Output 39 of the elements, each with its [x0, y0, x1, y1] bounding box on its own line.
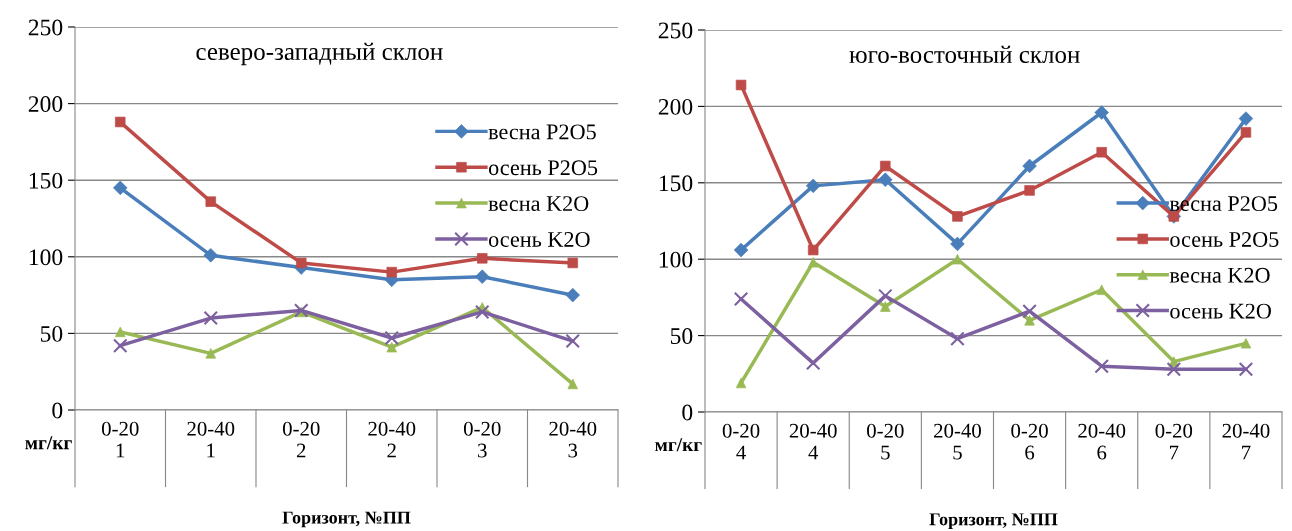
y-tick-label: 200 — [658, 98, 693, 115]
y-tick-label: 200 — [28, 96, 63, 113]
y-tick-label: 250 — [658, 22, 693, 39]
y-tick-label: 0 — [682, 404, 693, 421]
text: северо-западный склон — [196, 42, 443, 66]
legend-label: весна P2O5 — [488, 124, 596, 140]
legend-label: осень K2O — [488, 231, 590, 247]
x-tick-label: 20-40 3 — [549, 421, 597, 458]
legend-label: осень K2O — [1170, 303, 1271, 319]
y-tick-label: 150 — [29, 172, 63, 189]
y-tick-label: 100 — [659, 251, 693, 268]
x-tick-label: 20-40 7 — [1222, 423, 1270, 460]
y-tick-label: 50 — [670, 328, 693, 345]
x-tick-label: 0-20 5 — [867, 423, 904, 460]
y-tick-label: 100 — [29, 249, 63, 266]
y-axis-title: мг/кг — [655, 438, 702, 452]
legend-label: осень P2O5 — [1170, 231, 1279, 247]
y-tick-label: 250 — [28, 19, 63, 36]
x-tick-label: 20-40 1 — [187, 421, 235, 458]
x-axis-title: Горизонт, №ПП — [929, 513, 1058, 530]
x-tick-label: 20-40 2 — [368, 421, 416, 458]
x-tick-label: 0-20 7 — [1155, 423, 1193, 460]
x-tick-label: 0-20 3 — [463, 421, 501, 458]
x-tick-label: 0-20 2 — [282, 421, 320, 458]
legend-label: осень P2O5 — [488, 160, 598, 176]
x-tick-label: 20-40 6 — [1078, 423, 1126, 460]
x-tick-label: 0-20 1 — [101, 421, 139, 458]
x-axis-title: Горизонт, №ПП — [282, 511, 411, 528]
x-tick-label: 0-20 4 — [722, 423, 760, 460]
x-tick-label: 20-40 5 — [934, 423, 981, 460]
y-tick-label: 0 — [52, 402, 63, 419]
y-tick-label: 50 — [40, 325, 63, 342]
y-tick-label: 150 — [659, 175, 693, 192]
x-tick-label: 0-20 6 — [1011, 423, 1048, 460]
x-tick-label: 20-40 4 — [789, 423, 837, 460]
y-axis-title: мг/кг — [25, 436, 72, 450]
legend-label: весна K2O — [488, 196, 589, 212]
chart-title: юго-восточный склон — [849, 45, 1080, 63]
legend-label: весна K2O — [1169, 267, 1270, 283]
